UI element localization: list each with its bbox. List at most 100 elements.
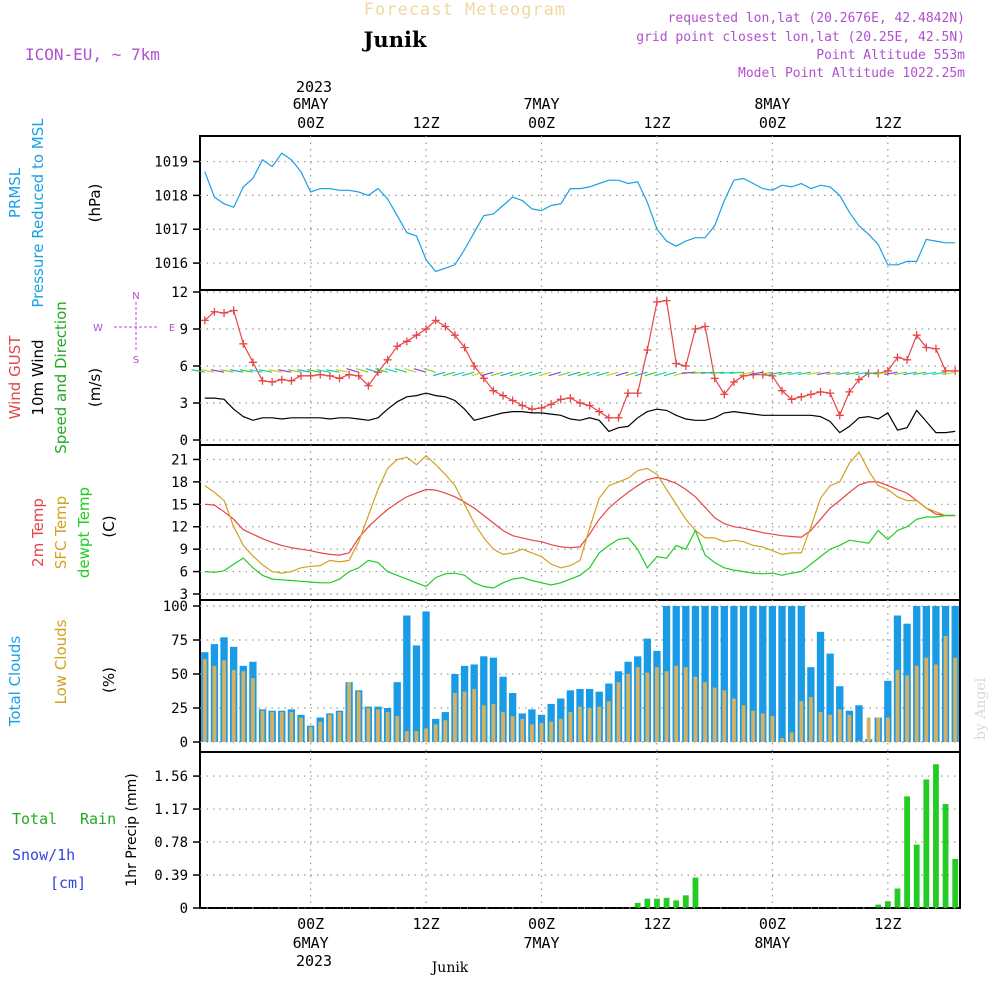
low-cloud-bar <box>529 724 534 742</box>
wind-arrow <box>335 369 350 373</box>
low-cloud-bar <box>270 712 275 742</box>
low-cloud-bar <box>222 660 226 742</box>
low-cloud-bar <box>433 724 438 742</box>
low-cloud-bar <box>674 665 679 742</box>
top-year: 2023 <box>296 78 332 96</box>
gust-marker <box>585 401 594 410</box>
precip-bar <box>634 902 641 908</box>
wind-arrow <box>729 371 744 374</box>
low-cloud-bar <box>712 687 717 742</box>
wind-arrow <box>691 371 706 374</box>
low-cloud-bar <box>549 721 554 742</box>
gust-marker <box>268 378 277 387</box>
wind-arrow <box>423 368 436 373</box>
gust-marker <box>710 374 719 383</box>
wind-arrow <box>749 371 763 376</box>
low-cloud-bar <box>501 712 505 742</box>
location-title: Junik <box>362 27 427 52</box>
low-cloud-bar <box>693 676 698 742</box>
wind-arrow <box>615 371 629 377</box>
low-cloud-bar <box>453 693 457 742</box>
y-tick-label: 1017 <box>154 222 188 238</box>
low-cloud-bar <box>327 714 332 742</box>
top-date-label: 6MAY <box>293 95 329 113</box>
gust-marker <box>787 395 796 404</box>
bottom-hour-label: 12Z <box>413 915 440 933</box>
low-cloud-bar <box>385 712 390 742</box>
precip-snow-label: Snow/1h <box>12 846 75 864</box>
low-cloud-bar <box>414 731 419 742</box>
low-cloud-bar <box>404 731 409 742</box>
gust-marker <box>450 331 459 340</box>
total-cloud-bar <box>480 656 488 742</box>
gust-marker <box>258 376 267 385</box>
gust-marker <box>576 399 584 407</box>
gust-marker <box>729 378 738 387</box>
gust-marker <box>633 389 642 398</box>
wind-arrow <box>577 371 590 377</box>
temp-dewpt-label: dewpt Temp <box>75 487 93 578</box>
gust-marker <box>912 331 921 340</box>
wind-arrow <box>768 371 783 376</box>
bottom-date-labels: 6MAY 7MAY 8MAY <box>293 934 791 952</box>
temp-2m-label: 2m Temp <box>29 498 47 567</box>
total-cloud-bar <box>701 606 709 742</box>
total-cloud-bar <box>499 676 507 742</box>
low-cloud-bar <box>606 701 611 742</box>
precip-bar <box>913 844 920 908</box>
low-cloud-bar <box>356 691 361 742</box>
gust-marker <box>624 389 633 398</box>
gust-marker <box>604 413 613 422</box>
gust-marker <box>499 391 508 400</box>
low-cloud-bar <box>857 740 861 742</box>
low-cloud-bar <box>895 669 900 742</box>
y-tick-label: 25 <box>171 701 188 717</box>
low-cloud-bar <box>539 722 544 742</box>
y-tick-label: 3 <box>180 587 188 603</box>
total-cloud-bar <box>768 606 777 742</box>
series-line-0 <box>204 152 956 273</box>
wind-arrow <box>606 371 619 377</box>
gust-marker <box>383 355 392 364</box>
wind-arrow <box>558 371 571 377</box>
footer-location: Junik <box>430 960 469 976</box>
gust-marker <box>854 375 863 384</box>
low-cloud-bar <box>318 721 323 742</box>
y-tick-label: 21 <box>171 452 188 468</box>
wind-arrow <box>788 371 802 376</box>
low-cloud-bar <box>905 675 910 742</box>
low-cloud-bar <box>837 709 842 742</box>
low-cloud-bar <box>953 657 958 742</box>
precip-bar <box>952 858 959 908</box>
total-cloud-bar <box>403 615 411 742</box>
wind-arrow <box>230 369 244 373</box>
gust-marker <box>691 325 700 333</box>
low-cloud-bar <box>520 718 525 742</box>
top-date-labels: 6MAY 7MAY 8MAY <box>293 95 791 113</box>
wind-arrow <box>316 369 330 373</box>
y-tick-label: 1.17 <box>154 802 188 818</box>
top-hour-label: 00Z <box>759 114 786 132</box>
gust-marker <box>508 396 517 405</box>
precip-bar <box>654 898 660 908</box>
compass-icon: N S W E <box>93 291 175 366</box>
gust-marker <box>951 366 960 375</box>
wind-arrow <box>346 368 359 373</box>
series-line-0 <box>204 476 956 556</box>
bottom-date-label: 6MAY <box>293 934 329 952</box>
top-hour-label: 12Z <box>874 114 901 132</box>
low-cloud-bar <box>443 720 448 742</box>
low-cloud-bar <box>924 657 929 742</box>
wind-arrow <box>586 371 600 377</box>
bottom-hour-label: 00Z <box>759 915 786 933</box>
gust-marker <box>239 339 248 348</box>
wind-arrow <box>404 368 417 373</box>
y-tick-label: 50 <box>171 667 188 683</box>
gust-marker <box>778 386 787 395</box>
total-cloud-bar <box>691 606 700 742</box>
gust-marker <box>701 322 710 331</box>
wind-arrow <box>654 371 667 377</box>
gust-marker <box>672 359 681 368</box>
gust-marker <box>402 337 411 346</box>
